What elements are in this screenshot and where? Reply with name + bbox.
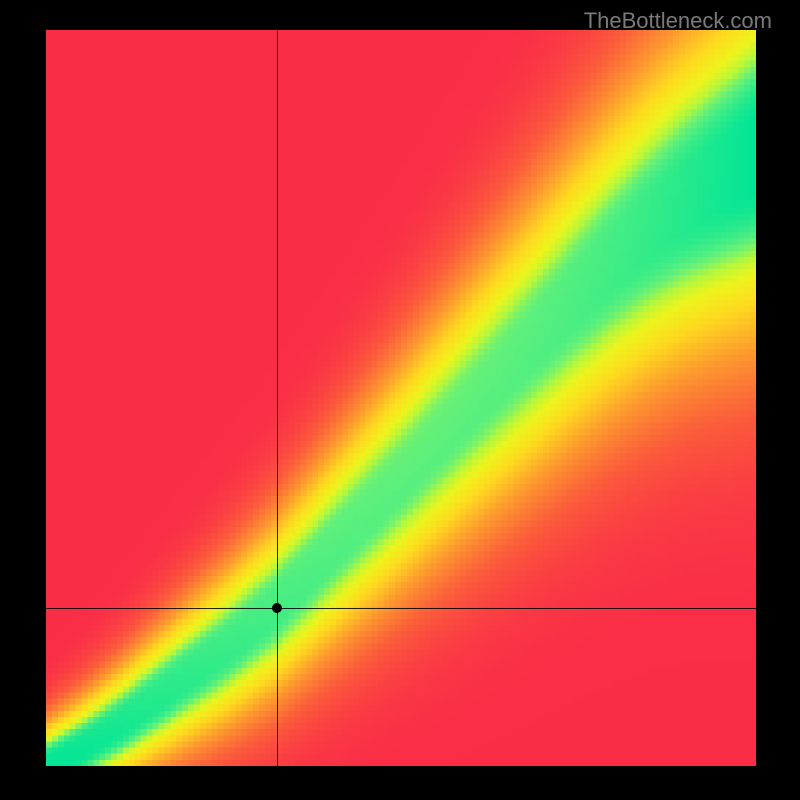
heatmap-plot (46, 30, 756, 766)
selection-marker (272, 603, 282, 613)
crosshair-vertical (277, 30, 278, 766)
heatmap-canvas (46, 30, 756, 766)
watermark-text: TheBottleneck.com (584, 8, 772, 34)
crosshair-horizontal (46, 608, 756, 609)
